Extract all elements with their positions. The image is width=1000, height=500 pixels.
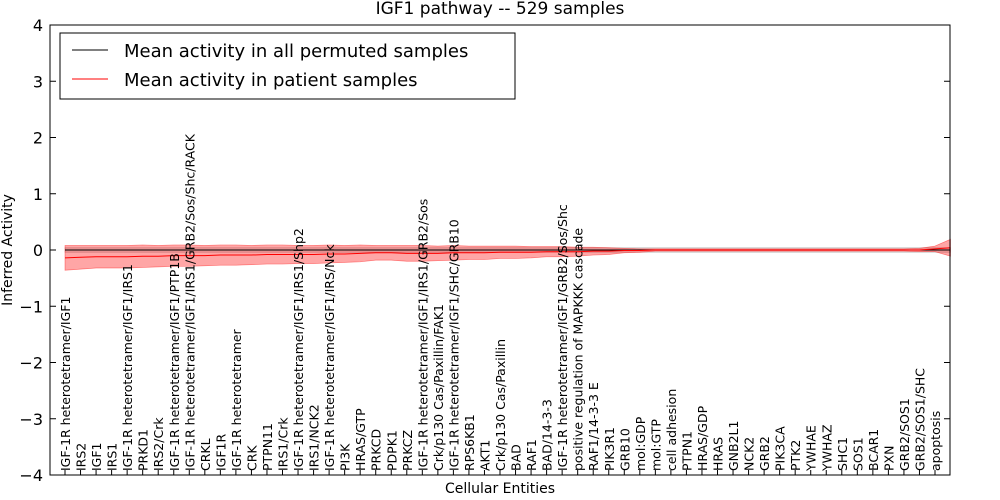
x-tick-label: CRK	[244, 445, 259, 471]
x-tick-label: YWHAE	[804, 425, 819, 472]
x-tick-label: GRB10	[617, 428, 632, 471]
x-tick-label: IRS1/NCK2	[307, 404, 322, 471]
x-tick-label: IGF-1R heterotetramer	[229, 328, 244, 471]
x-tick-label: PRKD1	[136, 429, 151, 471]
x-tick-label: BAD	[509, 444, 524, 471]
legend-label-patient: Mean activity in patient samples	[124, 70, 418, 91]
x-tick-label: IRS2/Crk	[151, 417, 166, 471]
x-tick-label: BCAR1	[866, 429, 881, 471]
x-tick-label: PTPN1	[679, 431, 694, 471]
y-tick-label: −4	[19, 466, 43, 485]
x-tick-label: IGF-1R heterotetramer/IGF1/IRS1/Shp2	[291, 228, 306, 471]
legend: Mean activity in all permuted samples Me…	[59, 32, 516, 100]
patient-mean-line	[64, 247, 951, 259]
x-tick-label: PXN	[881, 446, 896, 471]
x-tick-label: apoptosis	[928, 411, 943, 471]
x-tick-label: YWHAZ	[819, 424, 834, 472]
x-tick-label: CRKL	[198, 438, 213, 471]
x-tick-label: RAF1/14-3-3 E	[586, 382, 601, 471]
x-tick-label: IGF-1R heterotetramer/IGF1/IRS1/GRB2/Sos	[415, 199, 430, 471]
x-axis-label: Cellular Entities	[445, 481, 555, 497]
x-tick-label: IRS1/Crk	[276, 417, 291, 471]
x-tick-label: IRS1	[105, 443, 120, 471]
y-tick-label: −2	[19, 354, 43, 373]
legend-label-permuted: Mean activity in all permuted samples	[124, 41, 468, 62]
x-tick-label: SHC1	[835, 437, 850, 471]
x-tick-label: PI3K	[338, 443, 353, 471]
x-tick-label: HRAS/GDP	[695, 405, 710, 471]
y-tick-label: −1	[19, 297, 43, 316]
x-tick-label: Crk/p130 Cas/Paxillin	[493, 339, 508, 471]
x-tick-label: GRB2/SOS1	[897, 398, 912, 471]
chart-title: IGF1 pathway -- 529 samples	[376, 0, 625, 19]
x-tick-label: GNB2L1	[726, 421, 741, 471]
x-tick-label: PTPN11	[260, 423, 275, 471]
x-tick-label: cell adhesion	[664, 389, 679, 471]
x-tick-label: IGF-1R heterotetramer/IGF1	[58, 297, 73, 471]
x-tick-label: PIK3CA	[773, 426, 788, 471]
x-tick-label: PIK3R1	[602, 427, 617, 471]
x-tick-label: RAF1	[524, 439, 539, 471]
y-axis-label: Inferred Activity	[0, 194, 16, 306]
x-tick-label: IGF1	[89, 442, 104, 471]
x-tick-label: IGF-1R heterotetramer/IGF1/SHC/GRB10	[446, 219, 461, 471]
x-tick-label: PDPK1	[384, 430, 399, 471]
x-tick-label: IGF-1R heterotetramer/IGF1/GRB2/Sos/Shc	[555, 204, 570, 471]
y-tick-label: 1	[33, 185, 43, 204]
x-tick-label: PRKCD	[369, 429, 384, 471]
y-axis-ticks: 4 3 2 1 0 −1 −2 −3 −4	[19, 16, 950, 485]
patient-band	[64, 238, 951, 271]
x-tick-label: RPS6KB1	[462, 414, 477, 471]
x-tick-label: IGF-1R heterotetramer/IGF1/IRS1/GRB2/Sos…	[182, 133, 197, 471]
y-tick-label: 0	[33, 241, 43, 260]
plot-frame	[49, 24, 951, 476]
x-tick-label: positive regulation of MAPKKK cascade	[571, 228, 586, 471]
x-tick-label: HRAS	[711, 437, 726, 471]
x-tick-label: HRAS/GTP	[353, 408, 368, 471]
x-tick-label: mol:GTP	[648, 419, 663, 471]
x-tick-label: BAD/14-3-3	[540, 399, 555, 471]
x-tick-label: IGF1R	[213, 433, 228, 471]
x-tick-label: mol:GDP	[633, 416, 648, 471]
legend-frame	[59, 32, 516, 100]
y-tick-label: −3	[19, 410, 43, 429]
x-axis-ticks: IGF-1R heterotetramer/IGF1 IRS2 IGF1 IRS1 IG…	[58, 133, 943, 475]
x-tick-label: PRKCZ	[400, 430, 415, 471]
x-tick-label: AKT1	[477, 440, 492, 471]
x-tick-label: Crk/p130 Cas/Paxillin/FAK1	[431, 304, 446, 471]
x-tick-label: SOS1	[850, 437, 865, 471]
x-tick-label: GRB2	[757, 436, 772, 471]
x-tick-label: IGF-1R heterotetramer/IGF1/IRS/Nck	[322, 244, 337, 471]
x-tick-label: PTK2	[788, 440, 803, 471]
x-tick-label: NCK2	[742, 437, 757, 471]
series-lines	[64, 247, 951, 259]
x-tick-label: IGF-1R heterotetramer/IGF1/IRS1	[120, 264, 135, 471]
y-tick-label: 4	[33, 16, 43, 35]
y-tick-label: 3	[33, 72, 43, 91]
x-tick-label: GRB2/SOS1/SHC	[912, 368, 927, 471]
x-tick-label: IGF-1R heterotetramer/IGF1/PTP1B	[167, 253, 182, 471]
x-tick-label: IRS2	[74, 443, 89, 471]
y-tick-label: 2	[33, 129, 43, 148]
